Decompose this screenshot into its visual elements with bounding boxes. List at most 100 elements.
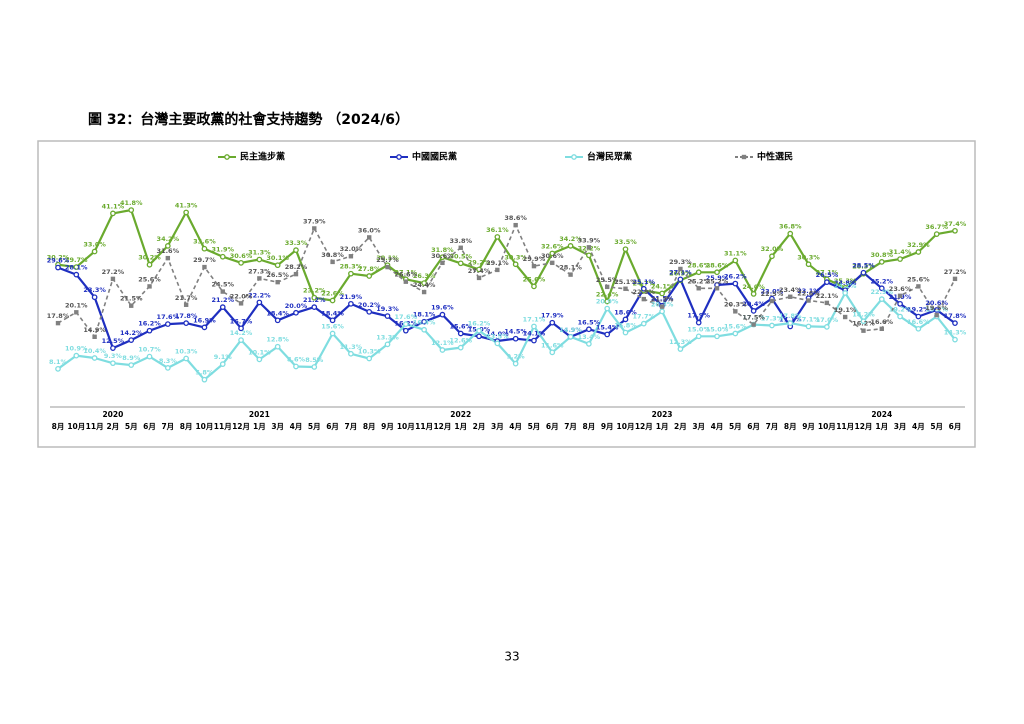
data-label: 14.0%	[486, 330, 509, 338]
data-label: 23.3%	[83, 286, 106, 294]
data-label: 33.9%	[578, 236, 601, 244]
data-point	[586, 326, 592, 333]
data-label: 10.9%	[65, 345, 88, 353]
x-tick-label: 11月	[836, 422, 854, 431]
data-point	[439, 311, 446, 318]
data-point	[824, 324, 830, 330]
data-label: 13.5%	[486, 332, 509, 340]
data-point	[952, 336, 958, 343]
data-label: 15.6%	[321, 323, 344, 331]
data-label: 14.9%	[83, 326, 106, 334]
data-label: 25.1%	[633, 278, 656, 286]
data-label: 37.4%	[944, 220, 967, 228]
data-label: 14.3%	[944, 329, 967, 337]
data-point	[293, 363, 299, 370]
data-label: 16.7%	[230, 317, 253, 325]
data-label: 16.9%	[193, 316, 216, 324]
data-label: 31.4%	[889, 248, 912, 256]
data-label: 8.9%	[122, 354, 141, 362]
data-point	[567, 333, 574, 340]
x-tick-label: 5月	[930, 422, 943, 431]
data-point	[861, 328, 866, 333]
data-point	[915, 313, 922, 320]
data-point	[495, 267, 500, 273]
x-tick-label: 10月	[195, 422, 213, 431]
data-label: 33.8%	[449, 237, 472, 245]
data-label: 36.8%	[779, 223, 802, 231]
data-point	[164, 321, 171, 327]
data-label: 29.7%	[376, 256, 399, 264]
data-label: 19.1%	[834, 306, 857, 314]
data-label: 24.0%	[742, 283, 765, 291]
data-label: 29.6%	[47, 257, 70, 265]
data-label: 28.3%	[340, 263, 363, 271]
data-label: 15.6%	[449, 323, 472, 331]
data-label: 14.5%	[504, 328, 527, 336]
data-label: 20.2%	[358, 301, 381, 309]
x-tick-label: 12月	[232, 422, 250, 431]
data-label: 37.9%	[303, 217, 326, 225]
data-point	[860, 318, 867, 325]
data-point	[824, 279, 830, 286]
data-point	[202, 264, 207, 270]
data-label: 36.1%	[486, 226, 509, 234]
data-label: 25.2%	[687, 277, 710, 285]
legend-marker	[741, 154, 747, 160]
x-tick-label: 9月	[601, 422, 614, 431]
data-label: 12.8%	[266, 336, 289, 344]
data-point	[183, 209, 189, 216]
data-point	[348, 350, 354, 357]
x-tick-label: 11月	[415, 422, 433, 431]
data-label: 31.8%	[431, 246, 454, 254]
data-point	[164, 243, 171, 249]
data-label: 27.4%	[468, 267, 491, 275]
data-point	[677, 276, 684, 283]
data-point	[201, 376, 208, 383]
figure-title: 圖 32：台灣主要政黨的社會支持趨勢 （2024/6）	[88, 111, 409, 128]
data-point	[402, 327, 409, 334]
data-point	[293, 247, 299, 253]
data-label: 11.6%	[541, 341, 564, 349]
data-label: 12.6%	[449, 337, 472, 345]
data-label: 16.2%	[852, 320, 875, 328]
data-label: 28.5%	[852, 262, 875, 270]
data-point	[256, 256, 263, 263]
data-point	[769, 298, 775, 304]
data-label: 25.2%	[706, 277, 729, 285]
data-point	[219, 253, 226, 260]
data-point	[494, 234, 501, 240]
data-label: 25.6%	[138, 275, 161, 283]
data-label: 16.5%	[578, 318, 601, 326]
data-point	[457, 260, 464, 267]
data-label: 22.6%	[797, 290, 820, 298]
data-point	[695, 269, 702, 276]
data-label: 23.4%	[779, 286, 802, 294]
x-tick-label: 4月	[711, 422, 724, 431]
data-point	[293, 271, 299, 277]
data-point	[568, 272, 573, 277]
data-point	[129, 303, 134, 308]
data-label: 26.6%	[395, 271, 418, 279]
legend-label: 中國國民黨	[412, 151, 457, 163]
data-label: 19.5%	[925, 304, 948, 312]
data-point	[55, 264, 61, 271]
data-point	[219, 304, 226, 310]
data-label: 20.0%	[285, 302, 308, 310]
data-label: 20.3%	[651, 300, 674, 308]
data-point	[622, 329, 629, 336]
data-point	[92, 334, 97, 340]
data-label: 41.8%	[120, 199, 143, 207]
data-point	[897, 293, 903, 299]
data-label: 22.9%	[870, 288, 893, 296]
data-label: 16.2%	[468, 320, 491, 328]
data-label: 33.0%	[83, 241, 106, 249]
data-label: 21.2%	[211, 296, 234, 304]
data-label: 10.1%	[248, 348, 271, 356]
data-label: 28.6%	[687, 261, 710, 269]
page-number: 33	[504, 650, 519, 664]
data-point	[879, 326, 884, 331]
data-point	[201, 324, 208, 331]
data-point	[933, 307, 940, 313]
x-tick-label: 8月	[583, 422, 596, 431]
